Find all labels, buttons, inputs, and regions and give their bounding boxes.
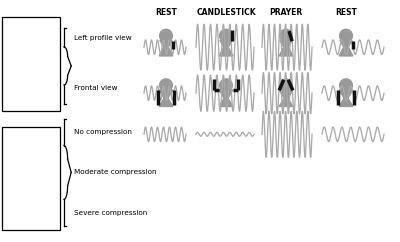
- FancyBboxPatch shape: [2, 127, 60, 230]
- Polygon shape: [339, 98, 353, 106]
- Ellipse shape: [340, 79, 352, 92]
- Polygon shape: [159, 90, 173, 98]
- FancyBboxPatch shape: [2, 17, 60, 111]
- Text: POSITION
OF THE
SUBJECT: POSITION OF THE SUBJECT: [11, 54, 50, 75]
- Text: Left profile view: Left profile view: [74, 35, 132, 40]
- Polygon shape: [279, 47, 293, 56]
- Ellipse shape: [340, 29, 352, 42]
- Text: REST: REST: [335, 8, 357, 17]
- Polygon shape: [159, 98, 173, 106]
- Polygon shape: [159, 47, 173, 56]
- Text: REST: REST: [155, 8, 177, 17]
- Polygon shape: [280, 40, 292, 47]
- Text: Severe compression: Severe compression: [74, 210, 147, 216]
- Text: CANDLESTICK: CANDLESTICK: [196, 8, 256, 17]
- Ellipse shape: [220, 79, 232, 92]
- Text: PRAYER: PRAYER: [269, 8, 303, 17]
- Ellipse shape: [160, 79, 172, 92]
- Polygon shape: [339, 47, 353, 56]
- Polygon shape: [219, 98, 233, 106]
- Polygon shape: [220, 40, 232, 47]
- Ellipse shape: [220, 29, 232, 42]
- Polygon shape: [279, 90, 293, 98]
- Polygon shape: [340, 40, 352, 47]
- Text: EXPECTED
A-PPG
AMPLITUDE: EXPECTED A-PPG AMPLITUDE: [7, 168, 54, 189]
- Text: Moderate compression: Moderate compression: [74, 169, 156, 175]
- Polygon shape: [160, 40, 172, 47]
- Text: Frontal view: Frontal view: [74, 85, 118, 91]
- Ellipse shape: [160, 29, 172, 42]
- Ellipse shape: [280, 79, 292, 92]
- Text: No compression: No compression: [74, 129, 132, 135]
- Polygon shape: [219, 90, 233, 98]
- Polygon shape: [339, 90, 353, 98]
- Polygon shape: [279, 98, 293, 106]
- Ellipse shape: [280, 29, 292, 42]
- Polygon shape: [219, 47, 233, 56]
